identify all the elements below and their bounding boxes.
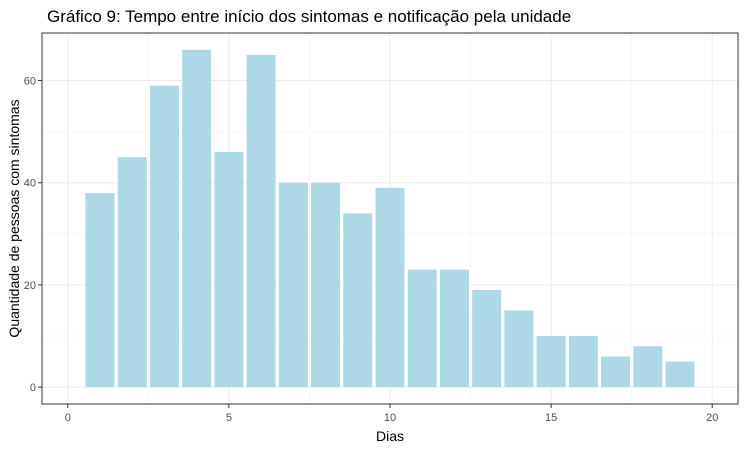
bar <box>246 54 276 388</box>
x-axis-title: Dias <box>376 428 404 444</box>
y-tick-label: 60 <box>24 76 36 88</box>
x-tick-label: 10 <box>384 412 396 424</box>
bar <box>311 182 341 388</box>
x-tick-label: 20 <box>706 412 718 424</box>
y-axis-title: Quantidade de pessoas com sintomas <box>6 99 22 337</box>
bar <box>117 157 147 388</box>
y-tick-label: 20 <box>24 280 36 292</box>
bar <box>182 49 212 388</box>
bar <box>149 85 179 388</box>
bars <box>85 49 695 388</box>
y-tick-label: 0 <box>30 382 36 394</box>
bar <box>278 182 308 388</box>
x-tick-label: 5 <box>226 412 232 424</box>
bar <box>343 213 373 388</box>
bar <box>407 269 437 388</box>
bar <box>504 310 534 388</box>
x-tick-label: 0 <box>65 412 71 424</box>
bar <box>633 346 663 388</box>
axes: 0 5 10 15 20 0 20 40 60 <box>24 76 719 424</box>
bar <box>568 336 598 388</box>
bar <box>601 356 631 388</box>
bar <box>214 152 244 388</box>
y-tick-label: 40 <box>24 178 36 190</box>
bar <box>439 269 469 388</box>
bar <box>85 192 115 388</box>
chart-title: Gráfico 9: Tempo entre início dos sintom… <box>47 7 571 26</box>
bar <box>472 290 502 388</box>
x-tick-label: 15 <box>545 412 557 424</box>
bar <box>375 187 405 388</box>
bar <box>536 336 566 388</box>
bar <box>665 361 695 388</box>
